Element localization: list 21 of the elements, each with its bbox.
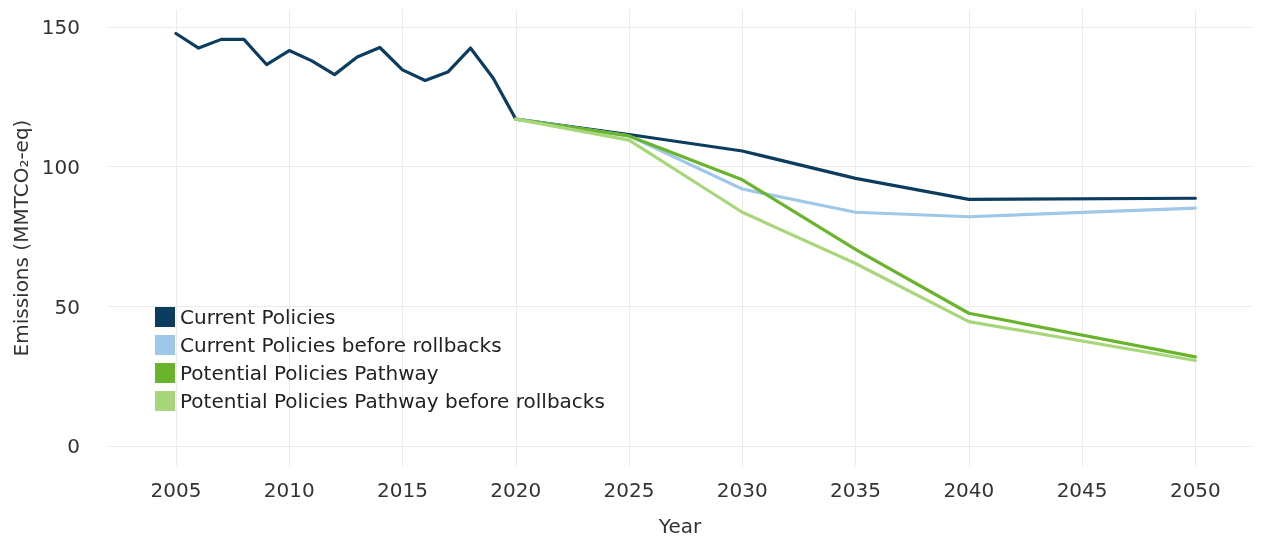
x-tick-label: 2045 [1056,478,1108,502]
x-axis-title: Year [657,514,702,538]
y-tick-label: 150 [41,14,80,39]
y-tick-label: 0 [67,434,80,459]
y-tick-label: 100 [41,154,80,179]
legend-label: Current Policies [180,305,336,329]
x-tick-label: 2050 [1169,478,1221,502]
x-tick-label: 2035 [830,478,882,502]
y-tick-label: 50 [54,294,80,319]
x-tick-label: 2025 [603,478,655,502]
legend-label: Current Policies before rollbacks [180,333,502,357]
line-series [174,31,1197,201]
x-tick-label: 2015 [377,478,428,502]
x-tick-label: 2005 [150,478,202,502]
x-tick-label: 2030 [716,478,768,502]
x-tick-label: 2040 [943,478,995,502]
y-axis-title: Emissions (MMTCO₂-eq) [8,119,33,357]
x-tick-label: 2020 [490,478,542,502]
x-tick-label: 2010 [263,478,315,502]
legend-label: Potential Policies Pathway before rollbacks [180,389,605,413]
legend-label: Potential Policies Pathway [180,361,439,385]
